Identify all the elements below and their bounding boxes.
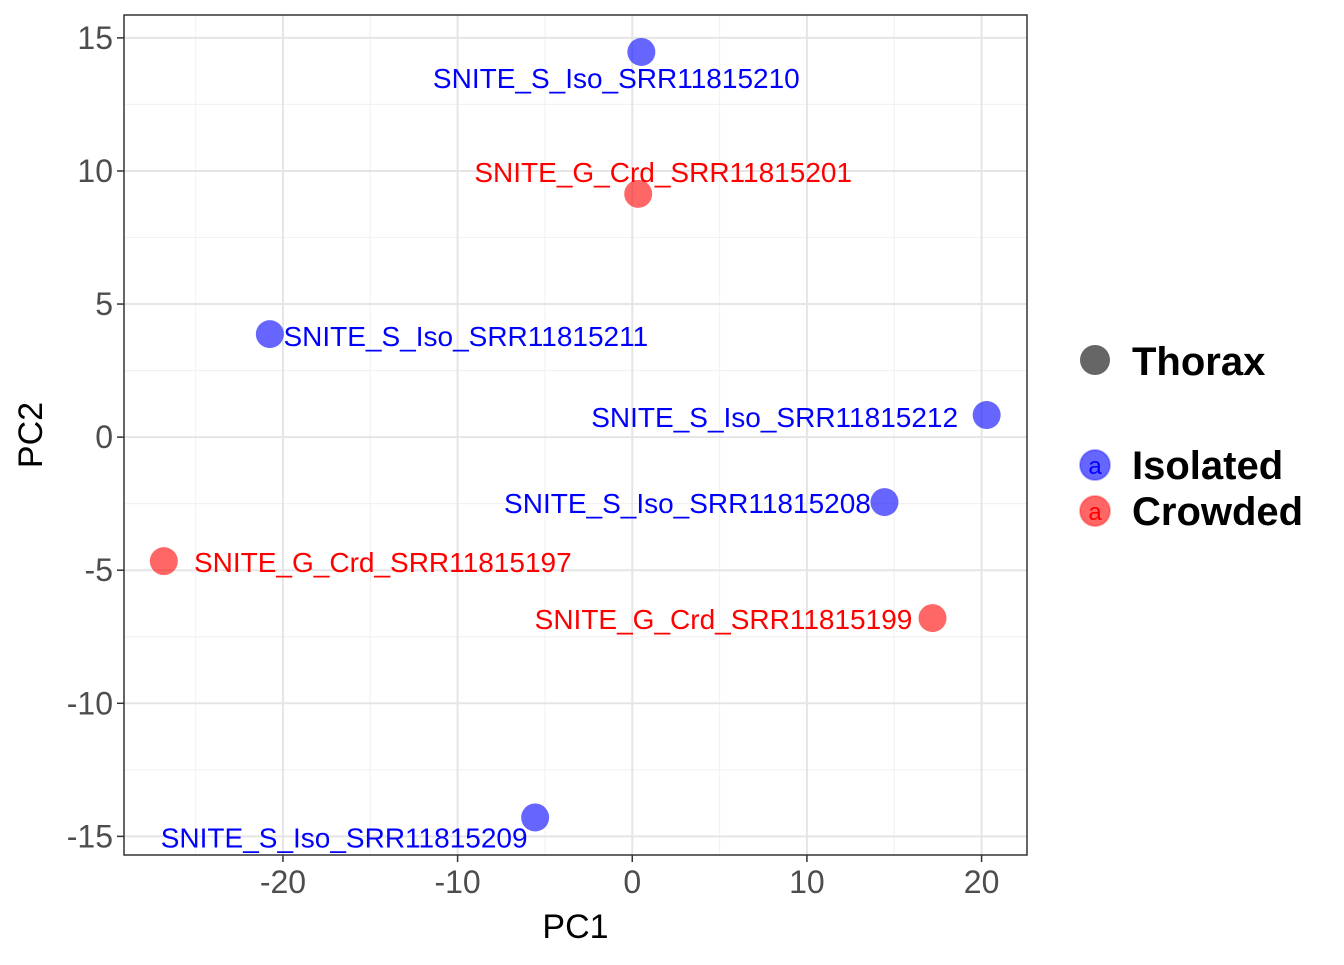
legend-key-thorax bbox=[1080, 345, 1110, 375]
data-point bbox=[521, 803, 550, 832]
x-tick-label: 10 bbox=[789, 864, 825, 900]
data-point bbox=[870, 488, 899, 517]
y-tick-label: -15 bbox=[67, 818, 113, 854]
point-label: SNITE_S_Iso_SRR11815211 bbox=[283, 321, 648, 352]
y-tick-label: -5 bbox=[85, 552, 113, 588]
data-point bbox=[627, 37, 656, 66]
data-point bbox=[918, 604, 947, 633]
legend-label-thorax: Thorax bbox=[1132, 340, 1265, 384]
x-tick-label: -10 bbox=[434, 864, 480, 900]
y-tick-label: 5 bbox=[95, 286, 113, 322]
y-axis-label: PC2 bbox=[12, 402, 50, 468]
data-point bbox=[624, 179, 653, 208]
point-label: SNITE_G_Crd_SRR11815201 bbox=[474, 157, 852, 188]
point-label: SNITE_S_Iso_SRR11815212 bbox=[591, 402, 958, 433]
data-point bbox=[255, 320, 284, 349]
y-tick-label: 10 bbox=[77, 153, 113, 189]
y-tick-label: -10 bbox=[67, 685, 113, 721]
legend-key-glyph: a bbox=[1088, 499, 1102, 526]
legend-label-crowded: Crowded bbox=[1132, 490, 1303, 534]
data-point bbox=[972, 401, 1001, 430]
point-label: SNITE_S_Iso_SRR11815210 bbox=[433, 63, 800, 94]
point-label: SNITE_G_Crd_SRR11815199 bbox=[535, 604, 913, 635]
point-label: SNITE_S_Iso_SRR11815209 bbox=[161, 822, 528, 853]
legend-key-crowded bbox=[1079, 495, 1111, 527]
legend-key-isolated bbox=[1079, 449, 1111, 481]
x-tick-label: -20 bbox=[260, 864, 306, 900]
legend-key-glyph: a bbox=[1088, 453, 1102, 480]
plot-panel-border bbox=[123, 14, 1028, 856]
x-axis-label: PC1 bbox=[542, 908, 608, 946]
point-label: SNITE_S_Iso_SRR11815208 bbox=[504, 488, 871, 519]
x-tick-label: 20 bbox=[964, 864, 1000, 900]
y-tick-label: 15 bbox=[77, 20, 113, 56]
data-point bbox=[149, 547, 178, 576]
y-tick-label: 0 bbox=[95, 419, 113, 455]
point-label: SNITE_G_Crd_SRR11815197 bbox=[194, 547, 572, 578]
legend-label-isolated: Isolated bbox=[1132, 444, 1283, 488]
x-tick-label: 0 bbox=[623, 864, 641, 900]
